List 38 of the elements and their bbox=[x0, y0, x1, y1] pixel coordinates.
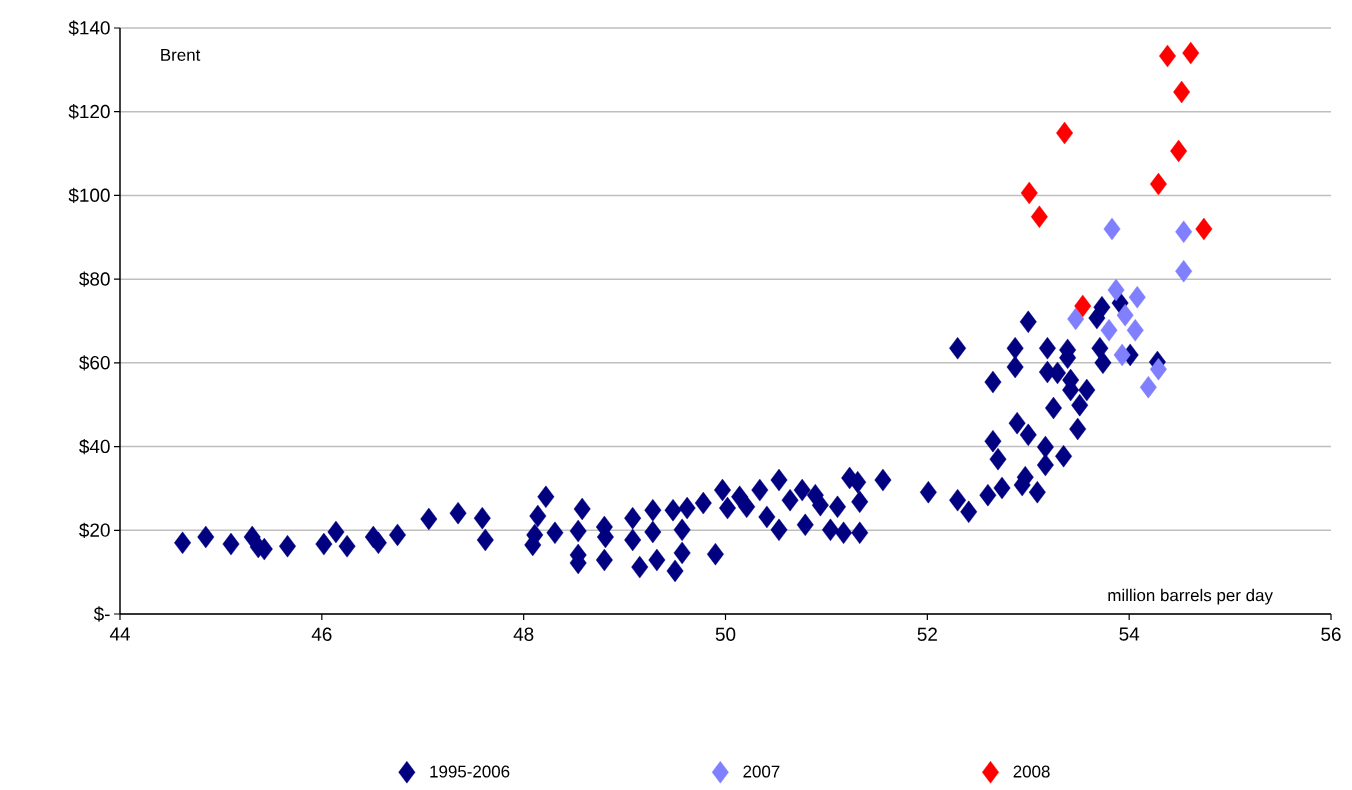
y-tick-label: $80 bbox=[79, 271, 110, 287]
point bbox=[1020, 181, 1038, 205]
x-tick-label: 56 bbox=[1321, 627, 1341, 641]
x-tick-label: 54 bbox=[1119, 627, 1140, 641]
point bbox=[1173, 80, 1191, 104]
point bbox=[1182, 41, 1200, 65]
y-tick-label: $- bbox=[93, 606, 110, 622]
annotation: Brent bbox=[161, 49, 201, 61]
y-tick-label: $20 bbox=[79, 522, 110, 538]
x-axis-title: million barrels per day bbox=[1108, 588, 1273, 605]
y-tick-label: $60 bbox=[79, 355, 110, 371]
y-tick-label: $100 bbox=[68, 187, 110, 204]
point bbox=[1139, 375, 1157, 399]
x-tick-label: 44 bbox=[109, 627, 130, 641]
x-tick-label: 46 bbox=[311, 627, 332, 641]
y-tick-label: $40 bbox=[79, 438, 110, 455]
point bbox=[1195, 217, 1213, 241]
point bbox=[1103, 217, 1121, 241]
point bbox=[1030, 205, 1048, 228]
legend-label: 2007 bbox=[743, 765, 780, 778]
x-tick-label: 50 bbox=[715, 627, 736, 641]
point bbox=[1128, 285, 1146, 309]
legend-label: 2008 bbox=[1013, 765, 1050, 778]
point bbox=[1074, 294, 1092, 318]
point bbox=[1175, 259, 1193, 283]
point bbox=[1149, 172, 1167, 196]
point bbox=[1170, 139, 1188, 163]
point bbox=[1100, 319, 1118, 342]
legend-label: 1995-2006 bbox=[430, 765, 510, 778]
y-tick-label: $120 bbox=[68, 104, 110, 120]
x-tick-label: 52 bbox=[917, 627, 937, 641]
point bbox=[1126, 319, 1144, 342]
point bbox=[1175, 220, 1193, 244]
y-tick-label: $140 bbox=[68, 20, 110, 36]
point bbox=[1056, 121, 1074, 145]
x-tick-label: 48 bbox=[513, 627, 534, 641]
point bbox=[1159, 44, 1176, 68]
point bbox=[1067, 307, 1085, 331]
